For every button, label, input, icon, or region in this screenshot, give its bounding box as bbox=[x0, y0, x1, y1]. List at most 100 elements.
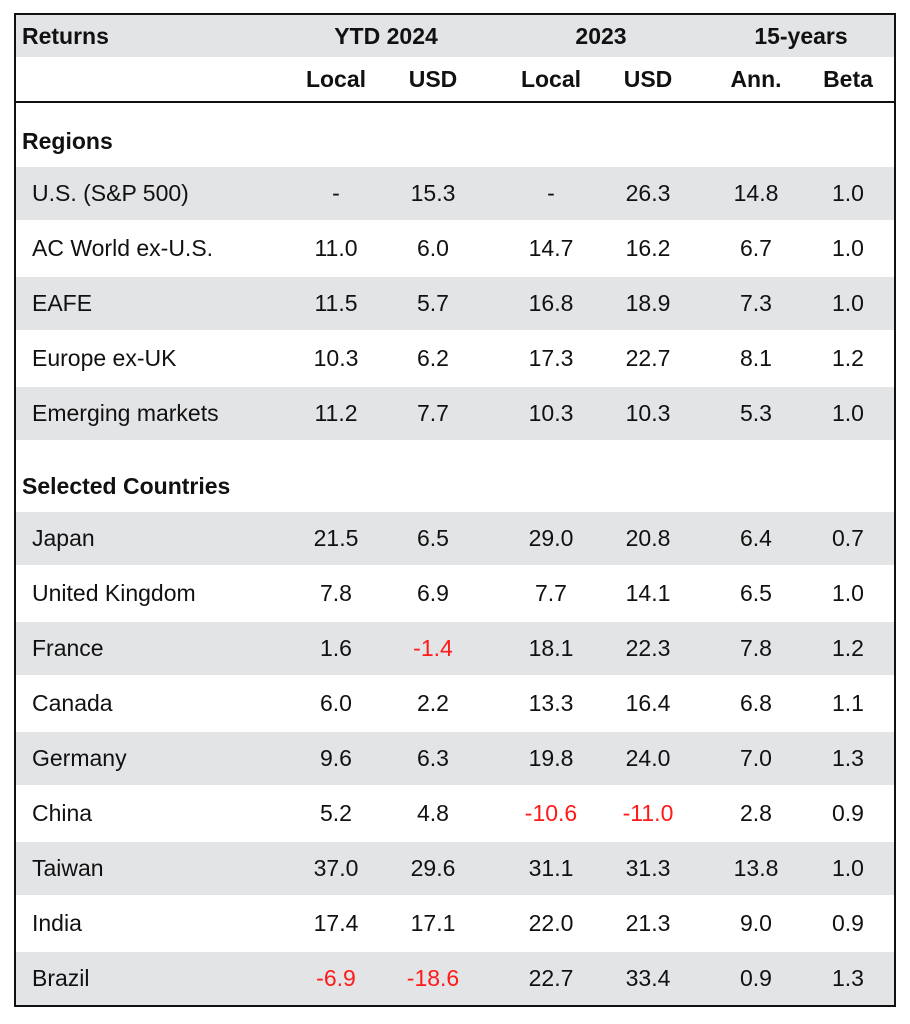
row-value: 9.0 bbox=[740, 910, 772, 936]
row-value: 14.8 bbox=[733, 180, 779, 206]
row-value: 7.8 bbox=[320, 580, 352, 606]
row-value: 21.5 bbox=[313, 525, 359, 551]
row-label: United Kingdom bbox=[32, 580, 196, 606]
table-row: India 17.4 17.1 22.0 21.3 9.0 0.9 bbox=[16, 897, 894, 950]
row-label: Europe ex-UK bbox=[32, 345, 177, 371]
table-row: Germany 9.6 6.3 19.8 24.0 7.0 1.3 bbox=[16, 732, 894, 785]
row-value: 0.7 bbox=[832, 525, 864, 551]
row-value: 0.9 bbox=[740, 965, 772, 991]
row-label: Taiwan bbox=[32, 855, 104, 881]
row-value: 11.5 bbox=[314, 290, 358, 316]
row-value: 5.2 bbox=[320, 800, 352, 826]
row-value: 7.0 bbox=[740, 745, 772, 771]
row-value: 7.7 bbox=[535, 580, 567, 606]
row-value: 7.7 bbox=[417, 400, 449, 426]
table-row: Taiwan 37.0 29.6 31.1 31.3 13.8 1.0 bbox=[16, 842, 894, 895]
returns-table: Returns YTD 2024 2023 15-years Local USD… bbox=[14, 13, 896, 1007]
subcol-2023-usd: USD bbox=[623, 65, 673, 92]
table-row: U.S. (S&P 500) - 15.3 - 26.3 14.8 1.0 bbox=[16, 167, 894, 220]
header-subcol-row: Local USD Local USD Ann. Beta bbox=[16, 57, 894, 103]
row-label: Brazil bbox=[32, 965, 90, 991]
row-value: -1.4 bbox=[413, 635, 453, 661]
row-value: 7.8 bbox=[740, 635, 772, 661]
row-value: 1.3 bbox=[832, 745, 864, 771]
row-value: 29.0 bbox=[528, 525, 574, 551]
row-value: 10.3 bbox=[528, 400, 574, 426]
row-label: Emerging markets bbox=[32, 400, 219, 426]
row-value: 1.0 bbox=[832, 235, 864, 261]
row-value: 0.9 bbox=[832, 800, 864, 826]
row-value: 1.1 bbox=[832, 690, 864, 716]
table-title: Returns bbox=[22, 22, 109, 49]
group-15-years: 15-years bbox=[754, 22, 848, 49]
row-value: 6.4 bbox=[740, 525, 772, 551]
row-value: 18.9 bbox=[625, 290, 671, 316]
section-label: Regions bbox=[22, 128, 113, 154]
row-value: -11.0 bbox=[622, 800, 674, 826]
section-label: Selected Countries bbox=[22, 473, 231, 499]
subcol-beta: Beta bbox=[823, 65, 873, 92]
row-value: 21.3 bbox=[625, 910, 671, 936]
row-value: 22.3 bbox=[625, 635, 671, 661]
row-value: 1.2 bbox=[832, 635, 864, 661]
row-value: 1.0 bbox=[832, 180, 864, 206]
group-ytd-2024: YTD 2024 bbox=[334, 22, 438, 49]
row-value: -6.9 bbox=[316, 965, 356, 991]
row-value: -10.6 bbox=[524, 800, 578, 826]
row-value: 6.0 bbox=[417, 235, 449, 261]
row-value: 5.7 bbox=[417, 290, 449, 316]
row-label: Germany bbox=[32, 745, 127, 771]
table-row: EAFE 11.5 5.7 16.8 18.9 7.3 1.0 bbox=[16, 277, 894, 330]
row-value: 7.3 bbox=[740, 290, 772, 316]
row-value: 0.9 bbox=[832, 910, 864, 936]
row-value: 14.7 bbox=[528, 235, 574, 261]
row-value: 1.0 bbox=[832, 855, 864, 881]
row-value: 37.0 bbox=[313, 855, 359, 881]
row-value: 14.1 bbox=[625, 580, 671, 606]
row-value: 18.1 bbox=[528, 635, 574, 661]
row-value: 8.1 bbox=[740, 345, 772, 371]
row-value: 11.0 bbox=[314, 235, 358, 261]
row-value: 22.0 bbox=[528, 910, 574, 936]
row-value: 1.2 bbox=[832, 345, 864, 371]
row-value: 10.3 bbox=[625, 400, 671, 426]
row-value: 13.3 bbox=[528, 690, 574, 716]
row-value: 6.8 bbox=[740, 690, 772, 716]
row-value: 6.9 bbox=[417, 580, 449, 606]
row-value: - bbox=[547, 180, 555, 206]
row-value: 17.1 bbox=[410, 910, 456, 936]
row-value: 19.8 bbox=[528, 745, 574, 771]
row-value: 22.7 bbox=[625, 345, 671, 371]
row-value: 6.0 bbox=[320, 690, 352, 716]
row-label: China bbox=[32, 800, 93, 826]
row-value: 29.6 bbox=[410, 855, 456, 881]
row-value: 1.6 bbox=[320, 635, 352, 661]
row-value: 31.1 bbox=[528, 855, 574, 881]
row-value: -18.6 bbox=[406, 965, 460, 991]
row-value: 1.3 bbox=[832, 965, 864, 991]
row-value: 17.3 bbox=[528, 345, 574, 371]
row-value: 16.2 bbox=[625, 235, 671, 261]
row-value: 13.8 bbox=[733, 855, 779, 881]
row-value: 10.3 bbox=[313, 345, 359, 371]
table-row: Brazil -6.9 -18.6 22.7 33.4 0.9 1.3 bbox=[16, 952, 894, 1005]
subcol-2023-local: Local bbox=[520, 65, 582, 92]
row-value: 6.5 bbox=[740, 580, 772, 606]
row-label: EAFE bbox=[32, 290, 93, 316]
row-value: 26.3 bbox=[625, 180, 671, 206]
row-value: 16.8 bbox=[528, 290, 574, 316]
row-value: 6.3 bbox=[417, 745, 449, 771]
row-value: 31.3 bbox=[625, 855, 671, 881]
row-value: 15.3 bbox=[410, 180, 456, 206]
row-label: Japan bbox=[32, 525, 95, 551]
table-row: Emerging markets 11.2 7.7 10.3 10.3 5.3 1.0 bbox=[16, 387, 894, 440]
row-value: 6.2 bbox=[417, 345, 449, 371]
group-2023: 2023 bbox=[575, 22, 627, 49]
table-row: France 1.6 -1.4 18.1 22.3 7.8 1.2 bbox=[16, 622, 894, 675]
row-label: U.S. (S&P 500) bbox=[32, 180, 189, 206]
table-row: China 5.2 4.8 -10.6 -11.0 2.8 0.9 bbox=[16, 787, 894, 840]
table-row: AC World ex-U.S. 11.0 6.0 14.7 16.2 6.7 1.0 bbox=[16, 222, 894, 275]
subcol-ytd-usd: USD bbox=[408, 65, 458, 92]
row-value: 17.4 bbox=[313, 910, 359, 936]
row-value: 9.6 bbox=[320, 745, 352, 771]
